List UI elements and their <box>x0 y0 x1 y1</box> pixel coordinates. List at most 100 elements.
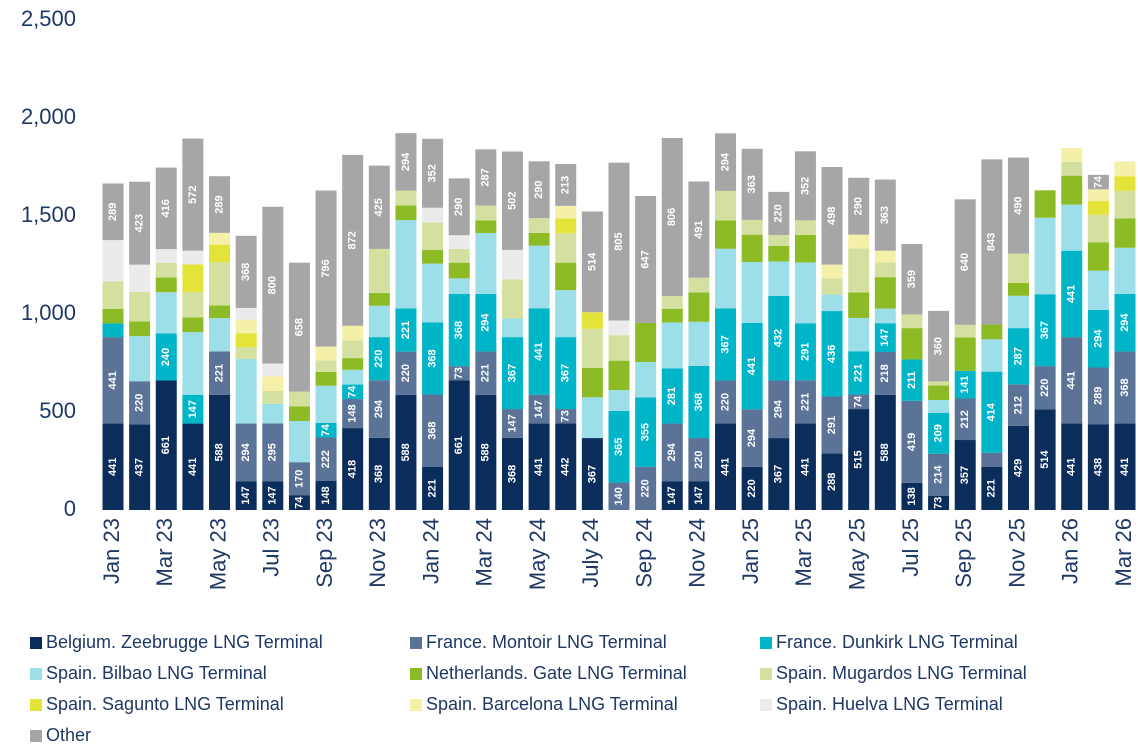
data-label: 805 <box>613 232 625 250</box>
bar-segment <box>901 328 923 360</box>
bar-segment <box>1114 247 1136 294</box>
data-label: 294 <box>719 152 731 171</box>
bar-segment <box>821 311 843 397</box>
bar-segment <box>422 138 444 208</box>
bar-segment <box>715 423 737 510</box>
bar-segment <box>1034 294 1056 367</box>
data-label: 502 <box>506 192 518 210</box>
bar-segment <box>288 421 310 463</box>
data-label: 367 <box>560 364 572 382</box>
bar-segment <box>448 262 470 279</box>
legend-swatch <box>30 637 42 649</box>
bar-segment <box>715 308 737 381</box>
bar-segment <box>874 250 896 263</box>
legend-label: France. Montoir LNG Terminal <box>426 632 667 652</box>
data-label: 220 <box>373 350 385 368</box>
data-label: 294 <box>666 442 678 461</box>
bar-segment <box>262 206 284 364</box>
x-tick-label: Jan 24 <box>418 518 443 584</box>
data-label: 290 <box>533 181 545 199</box>
y-tick-label: 1,500 <box>21 202 76 227</box>
bar-segment <box>342 358 364 370</box>
bar-segment <box>155 333 177 381</box>
bar-segment <box>768 438 790 510</box>
bar-segment <box>874 262 896 278</box>
data-label: 287 <box>1012 347 1024 365</box>
data-label: 498 <box>826 207 838 225</box>
bar-segment <box>741 234 763 263</box>
bar-segment <box>688 365 710 439</box>
bar-segment <box>1114 176 1136 191</box>
bar-segment <box>581 328 603 368</box>
bar-segment <box>661 368 683 424</box>
x-tick-label: Jan 26 <box>1058 518 1083 584</box>
data-label: 221 <box>426 479 438 497</box>
bar-segment <box>608 390 630 412</box>
bar-segment <box>848 317 870 352</box>
bar-segment <box>848 248 870 293</box>
data-label: 294 <box>773 399 785 418</box>
bar-segment <box>555 218 577 234</box>
bar-segment <box>741 219 763 235</box>
data-label: 661 <box>160 436 172 454</box>
bar-segment <box>901 400 923 483</box>
bar-segment <box>821 167 843 265</box>
bar-segment <box>581 367 603 398</box>
bar-segment <box>608 482 630 510</box>
bar-segment <box>1087 242 1109 271</box>
bar-segment <box>528 218 550 233</box>
legend-swatch <box>30 699 42 711</box>
bar-segment <box>102 337 124 424</box>
bar-segment <box>794 380 816 424</box>
bar-segment <box>288 495 310 510</box>
data-label: 363 <box>879 206 891 224</box>
bar-segment <box>288 391 310 407</box>
bar-segment <box>1007 253 1029 284</box>
bar-segment <box>342 428 364 510</box>
data-label: 294 <box>1119 313 1131 332</box>
bar-segment <box>1087 424 1109 510</box>
bar-segment <box>688 181 710 278</box>
bar-segment <box>182 394 204 424</box>
bar-segment <box>395 190 417 206</box>
data-label: 138 <box>906 487 918 505</box>
bar-segment <box>1034 366 1056 410</box>
bar-segment <box>928 453 950 496</box>
data-label: 441 <box>533 342 545 360</box>
data-label: 74 <box>293 496 305 509</box>
bar-segment <box>661 308 683 323</box>
bar-segment <box>901 359 923 401</box>
data-label: 221 <box>213 364 225 382</box>
x-tick-label: Mar 23 <box>152 518 177 586</box>
data-label: 220 <box>1039 379 1051 397</box>
bar-segment <box>741 322 763 410</box>
bar-segment <box>501 409 523 438</box>
data-label: 148 <box>347 404 359 422</box>
bar-segment <box>874 277 896 309</box>
bar-segment <box>928 385 950 401</box>
bar-segment <box>155 167 177 250</box>
bar-segment <box>581 438 603 510</box>
data-label: 220 <box>773 204 785 222</box>
bar-segment <box>1007 384 1029 426</box>
bar-segment <box>1061 175 1083 205</box>
bar-segment <box>182 138 204 251</box>
data-label: 368 <box>426 349 438 367</box>
bar-segment <box>794 323 816 381</box>
bar-segment <box>368 293 390 306</box>
bar-segment <box>581 312 603 329</box>
bar-segment <box>741 466 763 510</box>
data-label: 355 <box>640 423 652 441</box>
bar-segment <box>501 318 523 338</box>
data-label: 367 <box>506 364 518 382</box>
x-tick-label: Jul 23 <box>259 518 284 577</box>
data-label: 359 <box>906 270 918 288</box>
y-tick-label: 2,500 <box>21 6 76 31</box>
x-tick-label: Jul 25 <box>898 518 923 577</box>
bar-segment <box>102 240 124 282</box>
data-label: 806 <box>666 208 678 226</box>
data-label: 140 <box>613 487 625 505</box>
data-label: 221 <box>400 321 412 339</box>
data-label: 74 <box>853 395 865 408</box>
legend-swatch <box>760 699 772 711</box>
